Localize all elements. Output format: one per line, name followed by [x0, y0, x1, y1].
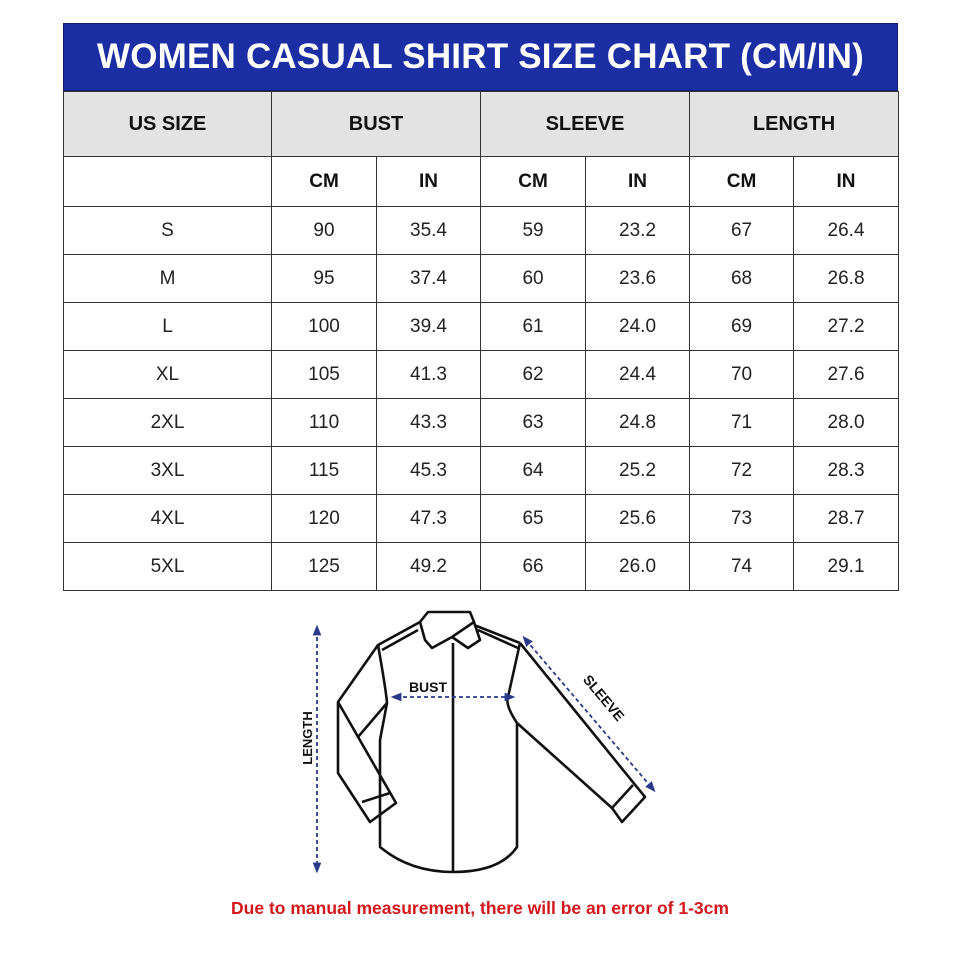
header-bust: BUST — [270, 91, 482, 157]
measurement-cell: 27.2 — [793, 302, 900, 351]
size-cell: 5XL — [63, 542, 272, 591]
chart-title: WOMEN CASUAL SHIRT SIZE CHART (CM/IN) — [63, 23, 898, 91]
shirt-outline-icon — [336, 610, 647, 874]
table-row: L 100 39.4 61 24.0 69 27.2 — [63, 302, 900, 351]
measurement-cell: 120 — [271, 494, 377, 543]
measurement-cell: 35.4 — [375, 206, 482, 255]
measurement-cell: 39.4 — [375, 302, 482, 351]
measurement-cell: 24.8 — [585, 398, 691, 447]
size-table: US SIZE BUST SLEEVE LENGTH CM IN CM IN CM IN … — [63, 91, 900, 591]
unit-row: CM IN CM IN CM IN — [63, 156, 900, 207]
table-row: XL 105 41.3 62 24.4 70 27.6 — [63, 350, 900, 399]
unit-header: IN — [793, 156, 900, 207]
size-cell: XL — [63, 350, 272, 399]
measurement-cell: 43.3 — [375, 398, 482, 447]
unit-header: IN — [585, 156, 691, 207]
measurement-cell: 23.6 — [585, 254, 691, 303]
measurement-cell: 47.3 — [375, 494, 482, 543]
measurement-cell: 72 — [689, 446, 795, 495]
measurement-cell: 90 — [271, 206, 377, 255]
measurement-cell: 64 — [480, 446, 587, 495]
measurement-cell: 24.0 — [585, 302, 691, 351]
measurement-cell: 115 — [271, 446, 377, 495]
unit-blank — [63, 156, 272, 207]
measurement-cell: 59 — [480, 206, 587, 255]
measurement-cell: 67 — [689, 206, 795, 255]
measurement-cell: 61 — [480, 302, 587, 351]
length-label: LENGTH — [300, 711, 315, 764]
unit-header: IN — [375, 156, 482, 207]
measurement-cell: 26.0 — [585, 542, 691, 591]
measurement-cell: 49.2 — [375, 542, 482, 591]
sleeve-label: SLEEVE — [580, 671, 628, 724]
unit-header: CM — [271, 156, 377, 207]
measurement-cell: 41.3 — [375, 350, 482, 399]
measurement-cell: 66 — [480, 542, 587, 591]
measurement-cell: 74 — [689, 542, 795, 591]
table-row: S 90 35.4 59 23.2 67 26.4 — [63, 206, 900, 255]
measurement-cell: 45.3 — [375, 446, 482, 495]
measurement-cell: 25.2 — [585, 446, 691, 495]
measurement-cell: 70 — [689, 350, 795, 399]
measurement-cell: 125 — [271, 542, 377, 591]
measurement-cell: 68 — [689, 254, 795, 303]
measurement-note: Due to manual measurement, there will be… — [231, 898, 729, 918]
size-cell: 4XL — [63, 494, 272, 543]
measurement-cell: 28.3 — [793, 446, 900, 495]
measurement-cell: 28.0 — [793, 398, 900, 447]
measurement-cell: 60 — [480, 254, 587, 303]
header-row: US SIZE BUST SLEEVE LENGTH — [63, 91, 900, 157]
measurement-cell: 25.6 — [585, 494, 691, 543]
measurement-cell: 100 — [271, 302, 377, 351]
size-chart: WOMEN CASUAL SHIRT SIZE CHART (CM/IN) US… — [63, 23, 900, 591]
header-length: LENGTH — [689, 91, 900, 157]
measurement-cell: 26.4 — [793, 206, 900, 255]
table-row: 4XL 120 47.3 65 25.6 73 28.7 — [63, 494, 900, 543]
measurement-cell: 27.6 — [793, 350, 900, 399]
measurement-cell: 29.1 — [793, 542, 900, 591]
measurement-cell: 28.7 — [793, 494, 900, 543]
measurement-cell: 26.8 — [793, 254, 900, 303]
table-row: 5XL 125 49.2 66 26.0 74 29.1 — [63, 542, 900, 591]
bust-label: BUST — [409, 679, 448, 695]
header-sleeve: SLEEVE — [480, 91, 691, 157]
size-cell: M — [63, 254, 272, 303]
measurement-cell: 110 — [271, 398, 377, 447]
measurement-cell: 24.4 — [585, 350, 691, 399]
sleeve-arrow — [522, 635, 656, 793]
table-row: M 95 37.4 60 23.6 68 26.8 — [63, 254, 900, 303]
table-row: 3XL 115 45.3 64 25.2 72 28.3 — [63, 446, 900, 495]
